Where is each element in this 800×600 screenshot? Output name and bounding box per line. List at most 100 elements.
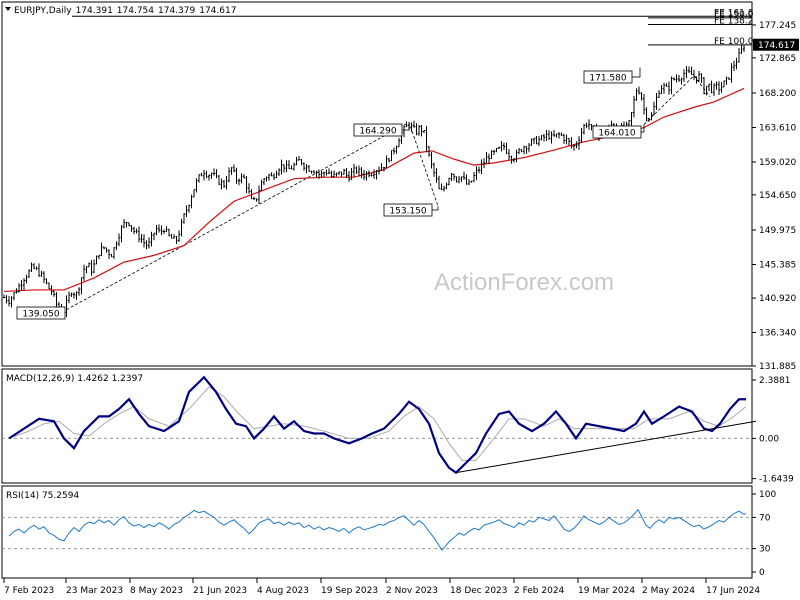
price-bar (660, 84, 663, 94)
price-bar (360, 167, 363, 179)
price-bar (640, 92, 643, 101)
price-bar (125, 221, 128, 228)
price-bar (255, 198, 258, 202)
price-bar (23, 278, 25, 291)
price-bar (228, 167, 230, 183)
price-bar (530, 138, 533, 146)
price-bar (100, 242, 103, 257)
price-bar (520, 149, 523, 153)
macd-main-line (8, 375, 746, 475)
price-bar (490, 150, 493, 159)
price-bar (180, 218, 183, 237)
rsi-line (8, 508, 747, 551)
price-bar (673, 77, 675, 81)
price-bar (230, 167, 233, 175)
price-bar (368, 170, 370, 178)
price-bar (425, 126, 428, 153)
price-bar (278, 168, 280, 177)
ohlc-high: 174.754 (117, 6, 154, 16)
price-bar (575, 141, 578, 149)
price-tick-label: 168.200 (759, 89, 796, 99)
price-bar (275, 170, 278, 179)
price-bar (35, 266, 38, 271)
price-bar (25, 274, 28, 284)
price-bar (358, 165, 360, 177)
price-bar (208, 174, 210, 181)
price-bar (635, 88, 638, 101)
price-bar (235, 167, 238, 184)
ohlc-open: 174.391 (76, 6, 113, 16)
macd-trendline (455, 420, 757, 474)
price-bar (403, 125, 405, 138)
price-bar (580, 128, 583, 143)
price-bar (338, 171, 340, 176)
rsi-tick-label: 0 (759, 568, 765, 578)
price-bar (28, 269, 30, 278)
price-bar (705, 85, 708, 96)
date-tick-label: 19 Sep 2023 (321, 586, 378, 596)
price-bar (468, 179, 470, 186)
annotation-box (383, 203, 433, 217)
price-bar (733, 60, 735, 72)
price-tick-label: 154.650 (759, 191, 796, 201)
price-bar (560, 132, 563, 137)
price-bar (695, 76, 698, 84)
date-tick-label: 21 Jun 2023 (193, 586, 247, 596)
price-bar (238, 178, 240, 186)
price-bar (105, 247, 108, 253)
price-bar (218, 175, 220, 185)
price-bar (555, 133, 558, 138)
price-tick-label: 149.975 (759, 226, 796, 236)
price-bar (43, 271, 45, 284)
price-bar (225, 176, 228, 190)
price-bar (290, 165, 293, 170)
fib-label: FE 100.0 (714, 37, 754, 47)
price-bar (698, 71, 700, 82)
price-bar (588, 119, 590, 130)
price-bar (630, 112, 633, 126)
price-bar (583, 123, 585, 135)
price-bar (118, 233, 120, 247)
price-bar (10, 296, 13, 308)
price-bar (145, 240, 148, 250)
price-bar (515, 149, 518, 163)
price-bar (85, 266, 88, 274)
price-bar (345, 168, 348, 179)
price-bar (183, 213, 185, 224)
price-bar (280, 159, 283, 175)
annotation-label: 171.580 (589, 74, 626, 84)
price-bar (643, 94, 645, 115)
rsi-axis: 100 70 30 0 (752, 490, 776, 578)
price-bar (348, 171, 350, 182)
price-bar (448, 177, 450, 186)
price-bar (718, 81, 720, 95)
dropdown-triangle-icon[interactable] (5, 7, 11, 11)
timeframe: Daily (49, 6, 72, 16)
price-bar (650, 112, 653, 121)
last-price-label: 174.617 (758, 41, 795, 51)
price-bar (545, 129, 548, 141)
price-bar (240, 173, 243, 184)
price-bar (538, 136, 540, 147)
price-bar (325, 169, 328, 176)
price-bar (503, 142, 505, 151)
price-bar (383, 167, 385, 172)
price-tick-label: 163.610 (759, 123, 796, 133)
price-bar (443, 185, 445, 192)
price-bar (558, 132, 560, 139)
price-bar (343, 168, 345, 175)
price-bar (370, 172, 373, 177)
price-bar (155, 225, 158, 236)
price-bar (708, 83, 710, 92)
price-bar (268, 173, 270, 181)
annotation-label: 164.010 (598, 129, 635, 139)
price-bar (33, 263, 35, 270)
price-bar (723, 80, 725, 88)
price-bar (430, 151, 433, 169)
price-bar (90, 260, 93, 276)
price-bar (193, 189, 195, 198)
price-bar (498, 146, 500, 150)
price-bar (113, 247, 115, 259)
price-bar (525, 145, 528, 154)
price-bar (295, 156, 298, 166)
